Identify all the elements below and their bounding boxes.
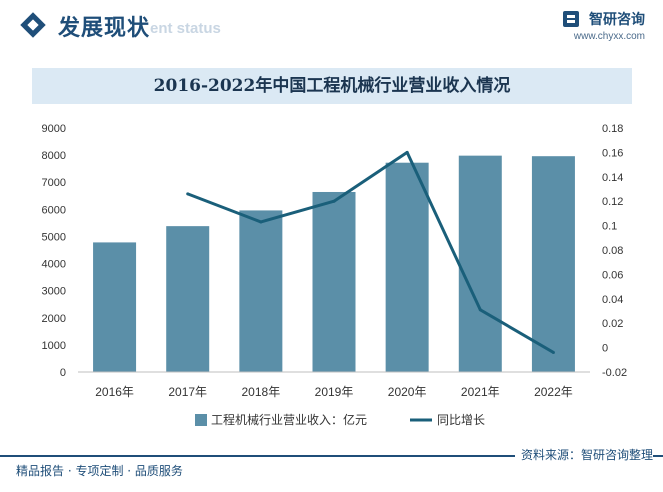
y-left-tick-label: 3000 — [42, 286, 66, 298]
page-title: 发展现状 — [58, 15, 151, 41]
bar — [239, 210, 283, 372]
line-point — [186, 192, 190, 196]
brand-name: 智研咨询 — [589, 11, 645, 28]
footer-tagline: 精品报告 · 专项定制 · 品质服务 — [16, 464, 183, 478]
header-subtitle: ent status — [150, 20, 221, 37]
brand-url: www.chyxx.com — [573, 30, 645, 42]
y-left-tick-label: 7000 — [42, 177, 66, 189]
y-right-tick-label: 0.06 — [602, 269, 623, 281]
y-left-tick-label: 9000 — [42, 123, 66, 135]
bar — [531, 156, 575, 372]
y-right-tick-label: 0 — [602, 343, 608, 355]
brand: 智研咨询 www.chyxx.com — [562, 8, 645, 42]
bar — [166, 226, 210, 372]
legend-label-revenue: 工程机械行业营业收入：亿元 — [211, 412, 367, 427]
y-left-tick-label: 6000 — [42, 204, 66, 216]
y-right-tick-label: 0.08 — [602, 245, 623, 257]
y-right-tick-label: 0.16 — [602, 147, 623, 159]
x-tick-label: 2019年 — [315, 385, 354, 399]
y-left-tick-label: 1000 — [42, 340, 66, 352]
line-point — [332, 199, 336, 203]
line-point — [405, 150, 409, 154]
y-right-tick-label: 0.12 — [602, 196, 623, 208]
y-left-tick-label: 0 — [60, 367, 66, 379]
y-left-tick-label: 4000 — [42, 259, 66, 271]
y-left-tick-label: 2000 — [42, 313, 66, 325]
bar — [458, 155, 502, 372]
y-right-tick-label: -0.02 — [602, 367, 627, 379]
bar — [93, 242, 137, 372]
x-tick-label: 2020年 — [388, 385, 427, 399]
legend-label-yoy: 同比增长 — [437, 413, 485, 427]
chart-title: 2016-2022年中国工程机械行业营业收入情况 — [153, 76, 511, 96]
y-right-tick-label: 0.14 — [602, 172, 623, 184]
bar — [385, 162, 429, 372]
y-left-tick-label: 5000 — [42, 231, 66, 243]
line-point — [551, 350, 555, 354]
y-right-tick-label: 0.04 — [602, 294, 623, 306]
footer-source: 资料来源：智研咨询整理 — [514, 446, 653, 463]
x-tick-label: 2016年 — [95, 385, 134, 399]
bar — [312, 191, 356, 372]
x-tick-label: 2017年 — [168, 385, 207, 399]
footer-divider — [0, 455, 663, 457]
y-left-tick-label: 8000 — [42, 150, 66, 162]
y-right-tick-label: 0.1 — [602, 221, 617, 233]
series-line-yoy-growth — [187, 150, 555, 354]
line-point — [478, 308, 482, 312]
brand-logo-icon — [562, 10, 579, 27]
y-right-tick-label: 0.02 — [602, 318, 623, 330]
line-point — [259, 220, 263, 224]
header: ent status 发展现状 智研咨询 www.chyxx.com — [0, 0, 663, 52]
x-tick-label: 2022年 — [534, 385, 573, 399]
x-tick-label: 2021年 — [461, 385, 500, 399]
y-right-tick-label: 0.18 — [602, 123, 623, 135]
x-tick-label: 2018年 — [242, 385, 281, 399]
diamond-icon — [20, 12, 46, 38]
chart-title-bar: 2016-2022年中国工程机械行业营业收入情况 — [32, 68, 632, 104]
legend-swatch-bar — [195, 414, 207, 426]
